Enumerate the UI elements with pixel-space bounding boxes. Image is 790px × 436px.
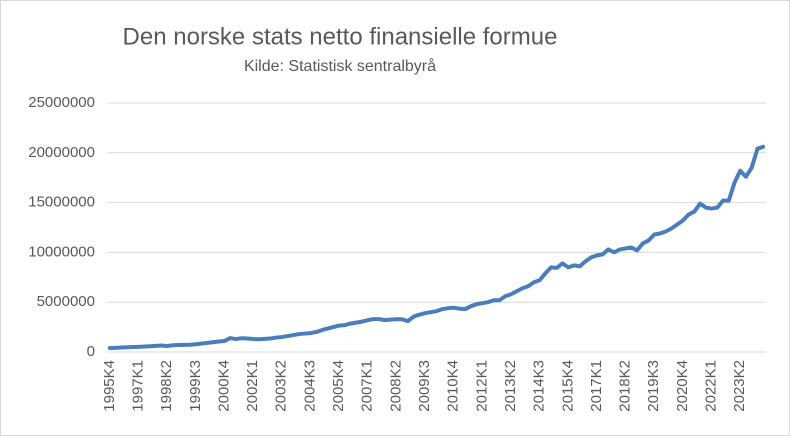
- x-tick-label: 1998K2: [158, 360, 175, 412]
- x-tick-label: 2023K2: [731, 360, 748, 412]
- x-tick-label: 2000K4: [215, 360, 232, 412]
- x-tick-label: 2014K3: [531, 360, 548, 412]
- x-tick-label: 2013K2: [502, 360, 519, 412]
- y-tick-label: 5000000: [37, 293, 95, 310]
- x-tick-label: 2002K1: [244, 360, 261, 412]
- x-tick-label: 2017K1: [588, 360, 605, 412]
- chart-title: Den norske stats netto finansielle formu…: [123, 23, 558, 50]
- x-tick-label: 2004K3: [301, 360, 318, 412]
- y-tick-label: 20000000: [28, 144, 95, 161]
- x-tick-label: 2020K4: [674, 360, 691, 412]
- y-tick-label: 10000000: [28, 243, 95, 260]
- x-tick-label: 2022K1: [703, 360, 720, 412]
- x-tick-label: 2018K2: [617, 360, 634, 412]
- x-tick-label: 2008K2: [387, 360, 404, 412]
- chart-subtitle: Kilde: Statistisk sentralbyrå: [244, 57, 436, 75]
- x-tick-label: 2005K4: [330, 360, 347, 412]
- x-tick-label: 2003K2: [273, 360, 290, 412]
- y-tick-label: 0: [87, 343, 95, 360]
- x-tick-label: 1999K3: [187, 360, 204, 412]
- x-tick-label: 2012K1: [473, 360, 490, 412]
- x-tick-label: 2015K4: [559, 360, 576, 412]
- data-line: [107, 144, 766, 351]
- x-tick-label: 2007K1: [359, 360, 376, 412]
- x-tick-label: 1995K4: [101, 360, 118, 412]
- y-tick-label: 25000000: [28, 94, 95, 111]
- x-tick-label: 1997K1: [129, 360, 146, 412]
- x-tick-label: 2019K3: [645, 360, 662, 412]
- x-tick-label: 2010K4: [445, 360, 462, 412]
- y-tick-label: 15000000: [28, 194, 95, 211]
- x-tick-label: 2009K3: [416, 360, 433, 412]
